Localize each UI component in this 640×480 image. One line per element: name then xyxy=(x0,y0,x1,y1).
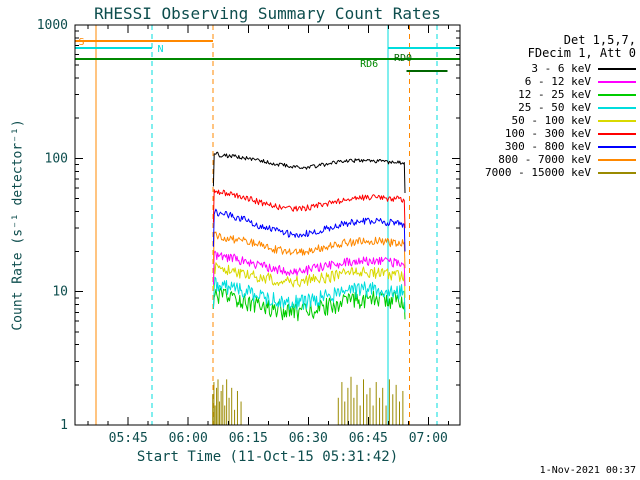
y-tick-label: 1000 xyxy=(37,18,68,33)
y-tick-label: 10 xyxy=(52,285,68,300)
series-line-25-50-kev xyxy=(212,276,406,313)
legend-color-line xyxy=(598,132,636,135)
x-tick-label: 06:00 xyxy=(169,431,208,446)
flag-label-n: N xyxy=(158,44,164,55)
x-tick-label: 06:30 xyxy=(289,431,328,446)
legend-item-label: 100 - 300 keV xyxy=(504,127,591,140)
legend-item-label: 7000 - 15000 keV xyxy=(485,166,591,179)
legend-item-label: 50 - 100 keV xyxy=(511,114,591,127)
legend-item-label: 25 - 50 keV xyxy=(518,101,591,114)
legend-item: 100 - 300 keV xyxy=(404,127,636,140)
legend-color-line xyxy=(598,106,636,109)
legend-item: 6 - 12 keV xyxy=(404,75,636,88)
legend-item-label: 12 - 25 keV xyxy=(518,88,591,101)
legend-item: 50 - 100 keV xyxy=(404,114,636,127)
chart-title: RHESSI Observing Summary Count Rates xyxy=(94,4,441,23)
flag-label-rd6: RD6 xyxy=(360,59,378,70)
legend-color-line xyxy=(598,158,636,161)
legend-item: 3 - 6 keV xyxy=(404,62,636,75)
legend-item-label: 3 - 6 keV xyxy=(531,62,591,75)
y-tick-label: 1 xyxy=(60,418,68,433)
legend-color-line xyxy=(598,80,636,83)
legend-color-line xyxy=(598,145,636,148)
legend: Det 1,5,7, FDecim 1, Att 0 3 - 6 keV 6 - … xyxy=(404,34,636,179)
legend-item-label: 300 - 800 keV xyxy=(504,140,591,153)
legend-header-decimation: FDecim 1, Att 0 xyxy=(527,46,636,60)
x-tick-label: 06:45 xyxy=(349,431,388,446)
x-axis-label: Start Time (11-Oct-15 05:31:42) xyxy=(136,449,399,465)
series-line-300-800-kev xyxy=(212,208,406,252)
legend-color-line xyxy=(598,93,636,96)
series-line-100-300-kev xyxy=(212,189,406,229)
legend-item: 25 - 50 keV xyxy=(404,101,636,114)
legend-item: 300 - 800 keV xyxy=(404,140,636,153)
series-line-3-6-kev xyxy=(212,151,406,194)
y-axis-label: Count Rate (s⁻¹ detector⁻¹) xyxy=(10,119,26,331)
legend-item-label: 6 - 12 keV xyxy=(524,75,591,88)
series-line-50-100-kev xyxy=(212,262,406,298)
generation-timestamp: 1-Nov-2021 00:37 xyxy=(539,465,636,476)
legend-color-line xyxy=(598,171,636,174)
legend-item: 12 - 25 keV xyxy=(404,88,636,101)
plot-axes: 05:45 06:00 06:15 06:30 06:45 07:00 1 10 100 1000 xyxy=(37,18,461,446)
legend-color-line xyxy=(598,67,636,70)
flag-label-rd0: RD0 xyxy=(394,53,412,64)
legend-item: 7000 - 15000 keV xyxy=(404,166,636,179)
legend-item: 800 - 7000 keV xyxy=(404,153,636,166)
spike-series-7000-15000-kev xyxy=(212,376,404,425)
flag-label-s: S xyxy=(79,37,85,48)
x-tick-label: 05:45 xyxy=(109,431,148,446)
series-line-6-12-kev xyxy=(212,250,406,287)
x-tick-label: 07:00 xyxy=(409,431,448,446)
series-line-800-7000-kev xyxy=(212,231,406,269)
y-tick-label: 100 xyxy=(45,151,68,166)
x-tick-label: 06:15 xyxy=(229,431,268,446)
legend-header-detectors: Det 1,5,7, xyxy=(563,33,636,47)
legend-item-label: 800 - 7000 keV xyxy=(498,153,591,166)
legend-color-line xyxy=(598,119,636,122)
legend-entries: 3 - 6 keV 6 - 12 keV 12 - 25 keV 25 - 50 ke… xyxy=(404,62,636,179)
